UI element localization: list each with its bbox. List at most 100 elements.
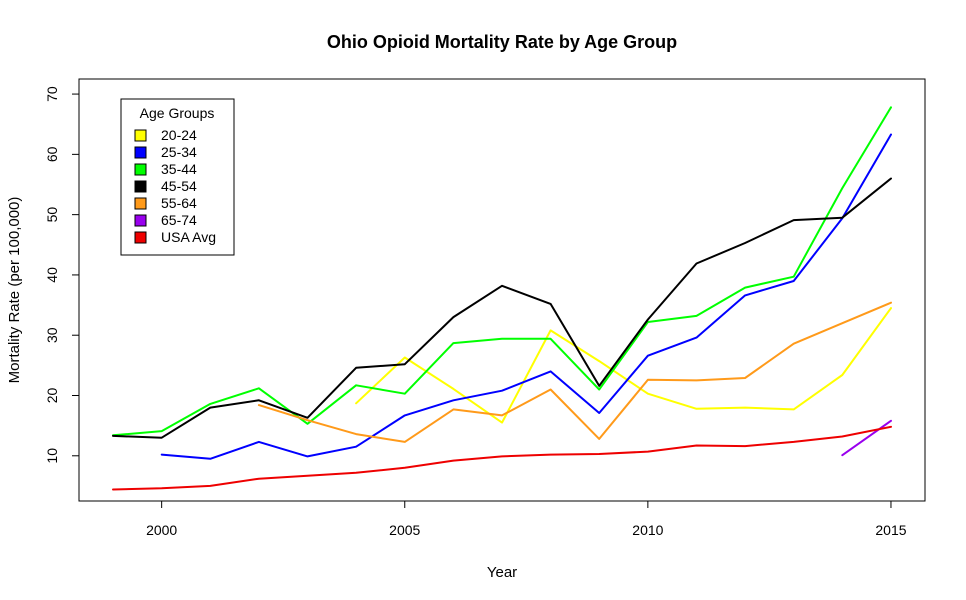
series-line: [112, 425, 892, 491]
data-point-2001: [209, 403, 211, 405]
data-point-2010: [647, 450, 649, 453]
series-20-24: [355, 307, 892, 424]
data-point-2006: [452, 342, 454, 344]
legend-label: 55-64: [161, 195, 197, 211]
data-point-2008: [550, 388, 552, 391]
legend-swatch: [134, 197, 147, 210]
data-point-2002: [258, 387, 260, 389]
data-point-2005: [404, 356, 406, 359]
data-point-2008: [550, 338, 552, 340]
data-point-2002: [258, 441, 260, 443]
data-point-2005: [404, 393, 406, 395]
data-point-2007: [501, 455, 503, 457]
legend-label: 25-34: [161, 144, 197, 160]
data-point-2009: [598, 453, 600, 455]
data-point-2008: [550, 370, 552, 372]
data-point-2005: [404, 363, 406, 365]
legend-title: Age Groups: [140, 105, 215, 121]
data-point-2008: [550, 303, 552, 305]
data-point-2006: [452, 460, 454, 462]
data-point-2012: [744, 242, 746, 244]
data-point-2006: [452, 388, 454, 390]
y-tick-label-30: 30: [44, 327, 60, 343]
data-point-2014: [841, 322, 843, 324]
data-point-2003: [306, 455, 309, 457]
data-point-2009: [598, 385, 600, 387]
series-line: [355, 307, 892, 424]
legend-label: 45-54: [161, 178, 197, 194]
series-line: [160, 133, 892, 460]
data-point-2005: [404, 467, 406, 469]
data-point-2002: [258, 478, 260, 480]
data-point-2005: [404, 441, 406, 443]
y-tick-label-60: 60: [44, 146, 60, 162]
data-point-2011: [695, 408, 698, 410]
data-point-2014: [841, 435, 843, 438]
data-point-2001: [209, 458, 211, 460]
data-point-2006: [452, 399, 454, 401]
data-point-2014: [841, 217, 843, 219]
data-point-2012: [744, 377, 746, 379]
data-point-2008: [550, 453, 552, 456]
data-point-2006: [452, 408, 454, 410]
legend-label: USA Avg: [161, 229, 216, 245]
data-point-2000: [161, 430, 163, 432]
x-tick-label-2005: 2005: [389, 522, 420, 538]
data-point-2003: [306, 419, 309, 421]
legend-label: 20-24: [161, 127, 197, 143]
data-point-2011: [695, 337, 698, 339]
data-point-2013: [793, 219, 795, 221]
legend: Age Groups 20-2425-3435-4445-5455-6465-7…: [120, 98, 235, 256]
legend-item: 35-44: [134, 161, 197, 177]
series-usa-avg: [112, 425, 892, 491]
data-point-2007: [501, 414, 503, 416]
data-point-2004: [355, 367, 357, 369]
data-point-2000: [161, 487, 163, 489]
data-point-2003: [306, 417, 309, 419]
y-axis: 10 20 30 40 50 60 70: [44, 86, 80, 464]
data-point-2015: [890, 420, 892, 422]
data-point-2014: [841, 187, 843, 189]
series-line: [257, 301, 892, 443]
data-point-2012: [744, 406, 746, 409]
data-point-2015: [890, 307, 892, 309]
data-point-2012: [744, 445, 746, 447]
x-tick-label-2015: 2015: [875, 522, 906, 538]
data-point-2015: [890, 426, 892, 428]
legend-item: 25-34: [134, 144, 197, 160]
data-point-2010: [647, 318, 649, 321]
data-point-2012: [744, 286, 746, 289]
data-point-2002: [258, 399, 260, 401]
series-line: [841, 419, 892, 457]
data-point-1999: [112, 435, 114, 437]
legend-item: 65-74: [134, 212, 197, 228]
legend-swatch: [134, 163, 147, 176]
data-point-2013: [793, 343, 795, 345]
data-point-2015: [890, 177, 892, 180]
legend-item: USA Avg: [134, 229, 216, 245]
data-point-2006: [452, 316, 454, 318]
y-tick-label-50: 50: [44, 207, 60, 223]
series-65-74: [841, 419, 892, 457]
series-45-54: [112, 177, 892, 439]
legend-swatch: [134, 214, 147, 227]
legend-box: [120, 98, 235, 256]
data-point-2007: [501, 390, 503, 392]
data-point-2011: [695, 315, 698, 317]
data-point-2000: [161, 453, 163, 456]
data-point-2013: [793, 280, 795, 282]
data-point-2009: [598, 438, 600, 440]
data-point-2005: [404, 414, 406, 416]
x-tick-label-2000: 2000: [146, 522, 177, 538]
y-axis-label: Mortality Rate (per 100,000): [6, 197, 23, 384]
data-point-2004: [355, 446, 357, 448]
data-point-2009: [598, 412, 600, 414]
data-point-2011: [695, 444, 698, 447]
data-point-2009: [598, 360, 600, 362]
x-axis-label: Year: [487, 564, 517, 581]
data-point-2009: [598, 388, 600, 391]
legend-swatch: [134, 129, 147, 142]
data-point-2010: [647, 379, 649, 381]
